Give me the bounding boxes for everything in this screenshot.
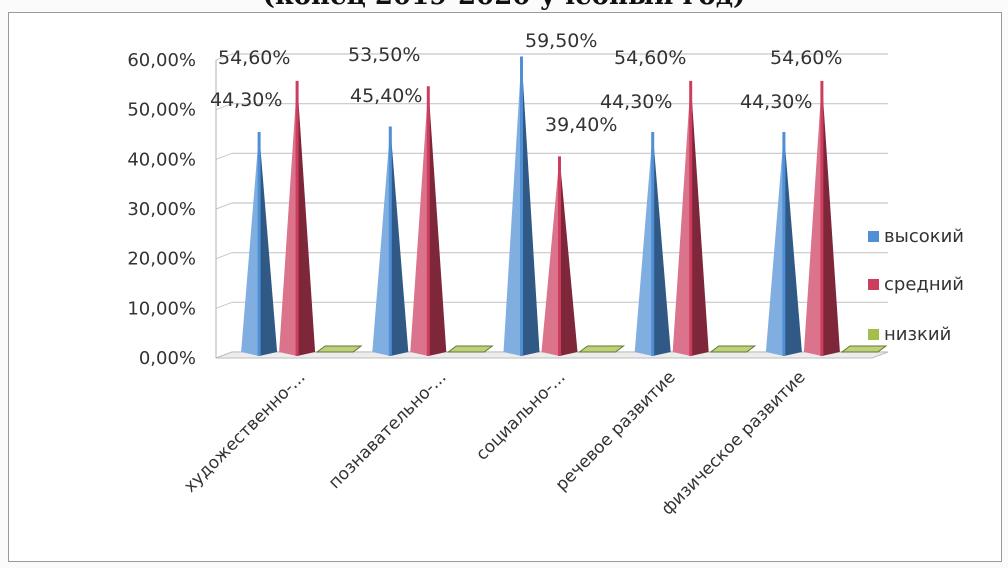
legend: высокий средний низкий bbox=[868, 226, 964, 345]
cone-face-dark bbox=[652, 131, 671, 356]
y-tick-label: 50,00% bbox=[127, 100, 196, 121]
data-label-1-0: 54,60% bbox=[218, 47, 290, 69]
cone-face-dark bbox=[390, 126, 409, 356]
gridline-depth bbox=[215, 152, 233, 160]
cone-base-flat bbox=[709, 345, 757, 353]
cone-2-3 bbox=[709, 345, 757, 353]
y-axis-ticks: 0,00% 10,00% 20,00% 30,00% 40,00% 50,00% 60,00… bbox=[127, 50, 196, 369]
cone-face-light bbox=[634, 131, 653, 356]
cone-face-light bbox=[372, 126, 391, 356]
y-tick-label: 30,00% bbox=[127, 199, 196, 220]
cone-2-1 bbox=[446, 345, 494, 353]
cone-face-light bbox=[541, 156, 560, 356]
y-tick-label: 40,00% bbox=[127, 149, 196, 170]
legend-swatch-0 bbox=[868, 231, 879, 242]
cone-face-light bbox=[503, 56, 522, 356]
y-tick-label: 0,00% bbox=[139, 348, 196, 369]
cone-face-light bbox=[241, 131, 260, 356]
gridline-depth bbox=[215, 301, 233, 309]
legend-swatch-2 bbox=[868, 329, 879, 340]
cone-base-flat bbox=[578, 345, 626, 353]
cone-face-dark bbox=[521, 56, 540, 356]
category-label-1: познавательно-... bbox=[325, 367, 451, 493]
gridline-depth bbox=[215, 53, 233, 61]
chart-title: (конец 2019-2020 учебный год) bbox=[0, 0, 1008, 16]
cone-1-1 bbox=[410, 86, 447, 357]
cone-face-dark bbox=[428, 86, 447, 357]
y-tick-label: 60,00% bbox=[127, 50, 196, 71]
cone-face-light bbox=[279, 80, 298, 356]
cone-0-4 bbox=[765, 131, 802, 356]
cone-2-2 bbox=[578, 345, 626, 353]
gridline-depth bbox=[215, 252, 233, 260]
cone-face-dark bbox=[690, 80, 709, 356]
cone-face-dark bbox=[821, 80, 840, 356]
data-label-1-4: 54,60% bbox=[770, 47, 842, 69]
category-label-2: социально-... bbox=[472, 367, 569, 464]
y-tick-label: 10,00% bbox=[127, 298, 196, 319]
cone-base-flat bbox=[446, 345, 494, 353]
cone-face-dark bbox=[559, 156, 578, 356]
category-label-0: художественно-... bbox=[180, 367, 309, 496]
category-label-3: речевое развитие bbox=[552, 367, 680, 495]
y-tick-label: 20,00% bbox=[127, 249, 196, 270]
cone-base-flat bbox=[840, 345, 888, 353]
cone-1-2 bbox=[541, 156, 578, 356]
cone-1-4 bbox=[803, 80, 840, 356]
cone-face-light bbox=[765, 131, 784, 356]
x-axis-categories: художественно-... познавательно-... социал… bbox=[180, 367, 809, 519]
data-label-0-2: 59,50% bbox=[525, 30, 597, 52]
cone-face-light bbox=[410, 86, 429, 357]
gridline-depth bbox=[215, 202, 233, 210]
cone-base-flat bbox=[315, 345, 363, 353]
data-label-1-3: 54,60% bbox=[614, 47, 686, 69]
cone-face-dark bbox=[783, 131, 802, 356]
cone-2-4 bbox=[840, 345, 888, 353]
legend-swatch-1 bbox=[868, 279, 879, 290]
cone-0-2 bbox=[503, 56, 540, 356]
cone-face-light bbox=[803, 80, 822, 356]
cone-0-0 bbox=[241, 131, 278, 356]
data-labels: 44,30%54,60%45,40%53,50%59,50%39,40%44,3… bbox=[210, 30, 842, 136]
data-label-0-0: 44,30% bbox=[210, 89, 282, 111]
cone-face-dark bbox=[297, 80, 316, 356]
cone-1-0 bbox=[279, 80, 316, 356]
data-label-0-4: 44,30% bbox=[740, 91, 812, 113]
legend-label-1: средний bbox=[884, 274, 964, 295]
cone-0-1 bbox=[372, 126, 409, 356]
legend-label-0: высокий bbox=[884, 226, 964, 247]
data-label-1-2: 39,40% bbox=[545, 114, 617, 136]
data-label-0-1: 45,40% bbox=[350, 85, 422, 107]
category-label-4: физическое развитие bbox=[658, 367, 810, 519]
cone-face-light bbox=[672, 80, 691, 356]
gridline-depth bbox=[215, 103, 233, 111]
cone-marks bbox=[241, 56, 888, 357]
cone-face-dark bbox=[259, 131, 278, 356]
cone-2-0 bbox=[315, 345, 363, 353]
legend-label-2: низкий bbox=[884, 324, 951, 345]
cone-0-3 bbox=[634, 131, 671, 356]
data-label-0-3: 44,30% bbox=[600, 91, 672, 113]
cone-1-3 bbox=[672, 80, 709, 356]
data-label-1-1: 53,50% bbox=[348, 44, 420, 66]
